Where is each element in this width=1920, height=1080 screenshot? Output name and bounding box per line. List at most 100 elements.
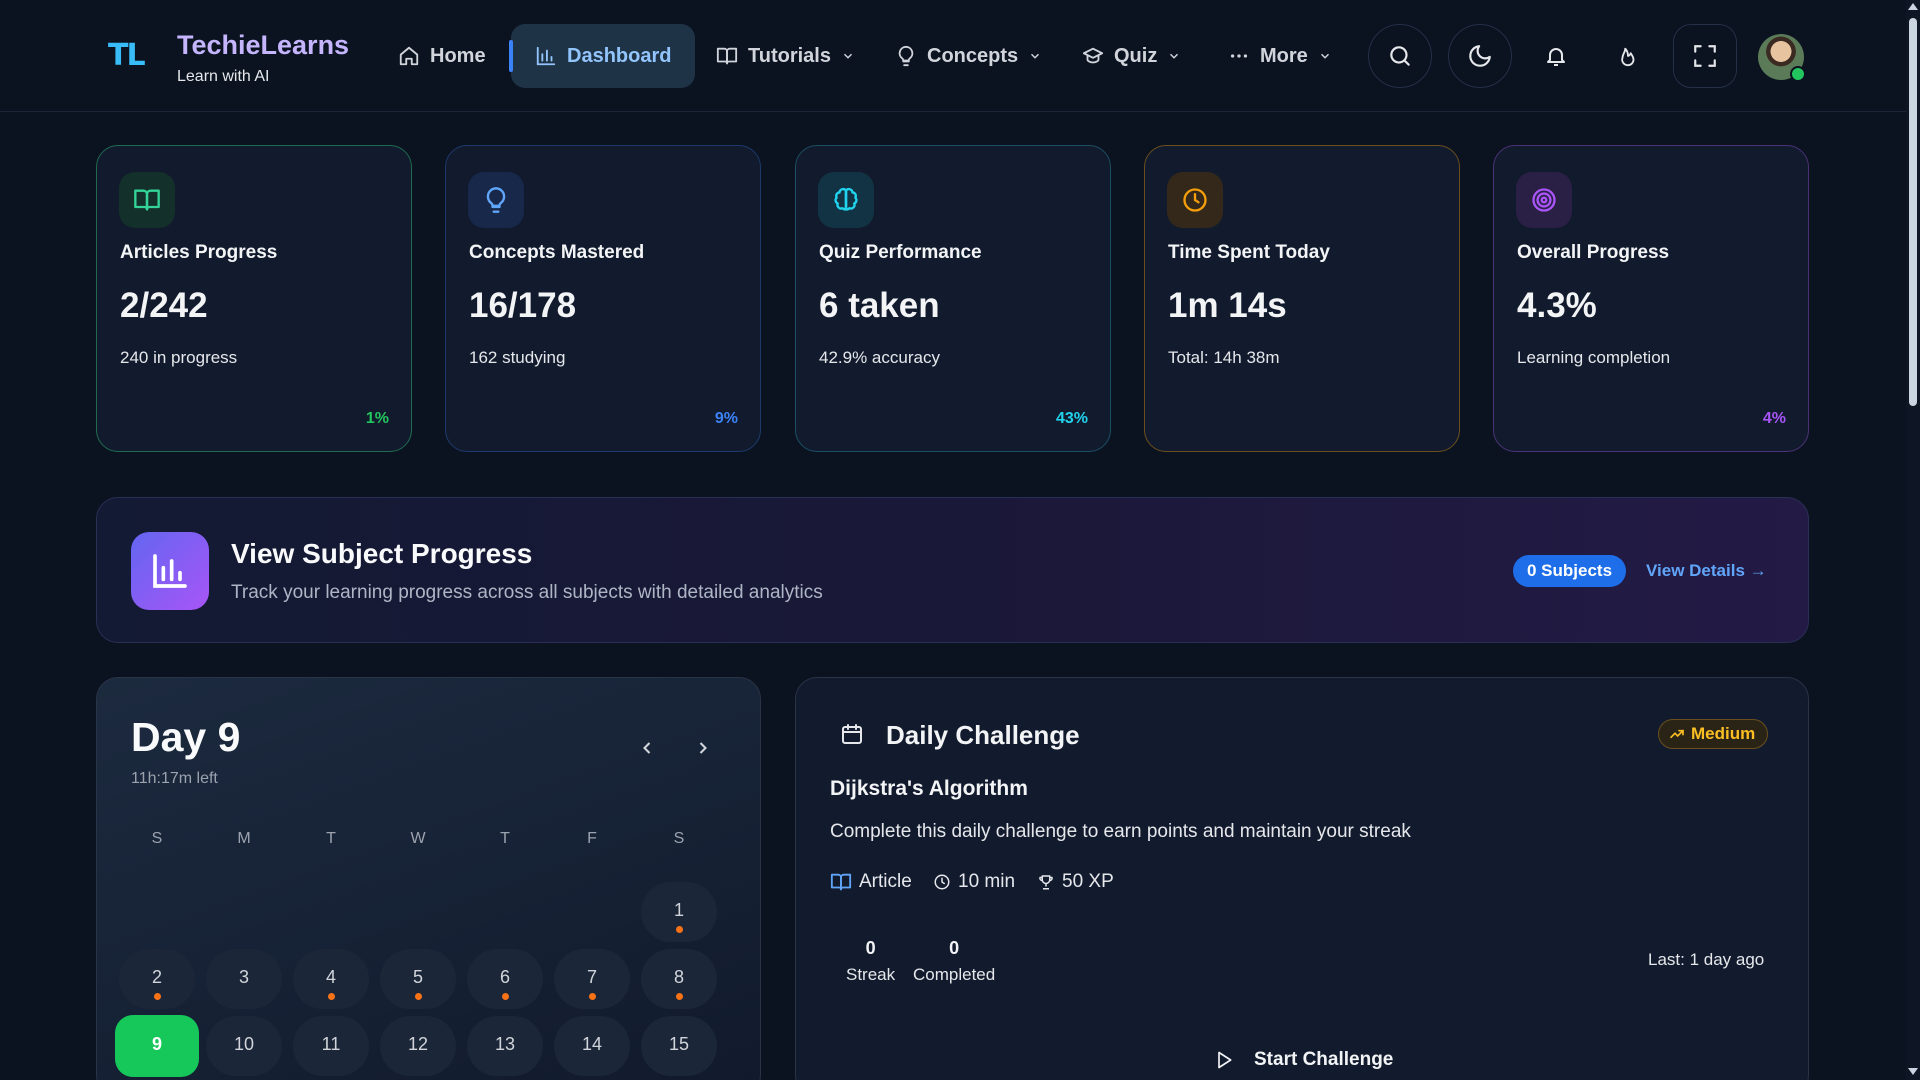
nav-tutorials[interactable]: Tutorials xyxy=(716,24,855,88)
calendar-day[interactable]: 1 xyxy=(641,882,717,942)
calendar-day[interactable]: 10 xyxy=(206,1016,282,1076)
calendar-day-number: 4 xyxy=(325,967,336,987)
book-icon xyxy=(119,172,175,228)
fullscreen-button[interactable] xyxy=(1673,24,1737,88)
nav-dashboard[interactable]: Dashboard xyxy=(508,24,696,88)
stat-value: 16/178 xyxy=(469,286,577,325)
calendar-day[interactable]: 5 xyxy=(380,949,456,1009)
banner-title: View Subject Progress xyxy=(231,538,533,569)
calendar-day[interactable]: 14 xyxy=(554,1016,630,1076)
view-details-link[interactable]: View Details → xyxy=(1646,561,1767,580)
weekday-label: S xyxy=(673,830,685,847)
chevron-right-icon xyxy=(693,738,713,758)
streak-value: 0 xyxy=(865,938,876,958)
stat-value: 4.3% xyxy=(1517,286,1597,325)
weekday-label: F xyxy=(587,830,597,847)
calendar-day-number: 11 xyxy=(321,1034,341,1054)
stat-card-concepts[interactable]: Concepts Mastered 16/178 162 studying 9% xyxy=(445,145,761,452)
activity-dot xyxy=(154,993,161,1000)
graduation-cap-icon xyxy=(1082,45,1104,67)
activity-dot xyxy=(589,993,596,1000)
page-scrollbar[interactable] xyxy=(1906,0,1920,1080)
stat-label: Time Spent Today xyxy=(1168,242,1330,263)
stat-card-articles[interactable]: Articles Progress 2/242 240 in progress … xyxy=(96,145,412,452)
trending-up-icon xyxy=(1669,726,1685,742)
online-status-dot xyxy=(1790,66,1806,82)
theme-toggle-button[interactable] xyxy=(1448,24,1512,88)
calendar-day[interactable]: 8 xyxy=(641,949,717,1009)
stat-card-quiz[interactable]: Quiz Performance 6 taken 42.9% accuracy … xyxy=(795,145,1111,452)
activity-dot xyxy=(676,926,683,933)
home-icon xyxy=(398,45,420,67)
chevron-down-icon xyxy=(1028,49,1042,63)
calendar-day[interactable]: 6 xyxy=(467,949,543,1009)
weekday-label: T xyxy=(500,830,510,847)
moon-icon xyxy=(1467,43,1493,69)
calendar-day[interactable]: 12 xyxy=(380,1016,456,1076)
calendar-day-number: 5 xyxy=(412,967,423,987)
subject-progress-banner[interactable]: View Subject Progress Track your learnin… xyxy=(96,497,1809,643)
calendar-day[interactable]: 2 xyxy=(119,949,195,1009)
streak-label: Streak xyxy=(846,965,896,984)
stat-card-time[interactable]: Time Spent Today 1m 14s Total: 14h 38m xyxy=(1144,145,1460,452)
stat-value: 1m 14s xyxy=(1168,286,1287,325)
last-completed: Last: 1 day ago xyxy=(1648,950,1765,969)
calendar-day[interactable]: 7 xyxy=(554,949,630,1009)
stat-sub: Total: 14h 38m xyxy=(1168,348,1280,367)
logo-mark[interactable]: TL xyxy=(108,38,146,73)
nav-quiz[interactable]: Quiz xyxy=(1082,24,1181,88)
nav-concepts-label: Concepts xyxy=(927,44,1019,67)
activity-dot xyxy=(676,993,683,1000)
streak-stat: 0 Streak xyxy=(846,938,895,985)
calendar-day-number: 13 xyxy=(494,1034,516,1054)
daily-challenge-title: Daily Challenge xyxy=(886,720,1080,750)
subjects-count-badge: 0 Subjects xyxy=(1513,555,1627,587)
calendar-time-left: 11h:17m left xyxy=(131,770,218,787)
nav-home-label: Home xyxy=(430,44,486,67)
start-challenge-label: Start Challenge xyxy=(1254,1049,1394,1070)
scroll-up-arrow-icon[interactable] xyxy=(1908,3,1918,10)
stat-percent: 43% xyxy=(1055,410,1088,427)
stat-label: Overall Progress xyxy=(1517,242,1670,263)
activity-dot xyxy=(328,993,335,1000)
top-navbar: TL TechieLearns Learn with AI Home Dashb… xyxy=(0,0,1906,112)
calendar-day-number: 12 xyxy=(407,1034,429,1054)
target-icon xyxy=(1516,172,1572,228)
stat-card-overall[interactable]: Overall Progress 4.3% Learning completio… xyxy=(1493,145,1809,452)
calendar-prev-button[interactable] xyxy=(637,738,657,758)
calendar-day-today[interactable]: 9 xyxy=(115,1015,199,1077)
completed-label: Completed xyxy=(913,965,996,984)
nav-more[interactable]: More xyxy=(1228,24,1332,88)
bell-icon xyxy=(1544,44,1568,68)
flame-icon xyxy=(1617,44,1639,68)
clock-icon xyxy=(933,873,951,891)
notifications-button[interactable] xyxy=(1524,24,1588,88)
stat-percent: 1% xyxy=(365,410,389,427)
calendar-day[interactable]: 3 xyxy=(206,949,282,1009)
clock-icon xyxy=(1167,172,1223,228)
calendar-day[interactable]: 4 xyxy=(293,949,369,1009)
calendar-day[interactable]: 13 xyxy=(467,1016,543,1076)
activity-dot xyxy=(415,993,422,1000)
scroll-down-arrow-icon[interactable] xyxy=(1908,1068,1918,1075)
search-button[interactable] xyxy=(1368,24,1432,88)
challenge-xp: 50 XP xyxy=(1037,871,1114,893)
calendar-next-button[interactable] xyxy=(693,738,713,758)
calendar-day[interactable]: 11 xyxy=(293,1016,369,1076)
calendar-day-number: 10 xyxy=(233,1034,255,1054)
bar-chart-icon xyxy=(535,45,557,67)
stat-label: Articles Progress xyxy=(120,242,278,263)
book-open-icon xyxy=(830,871,852,893)
nav-home[interactable]: Home xyxy=(398,24,486,88)
start-challenge-button[interactable]: Start Challenge xyxy=(1214,1049,1393,1071)
brand-name[interactable]: TechieLearns xyxy=(177,30,350,60)
chevron-down-icon xyxy=(841,49,855,63)
nav-concepts[interactable]: Concepts xyxy=(895,24,1042,88)
difficulty-badge: Medium xyxy=(1658,719,1769,749)
banner-subtitle: Track your learning progress across all … xyxy=(231,582,823,603)
calendar-day-number: 1 xyxy=(673,900,684,920)
scrollbar-thumb[interactable] xyxy=(1909,18,1917,406)
streak-button[interactable] xyxy=(1596,24,1660,88)
calendar-day[interactable]: 15 xyxy=(641,1016,717,1076)
